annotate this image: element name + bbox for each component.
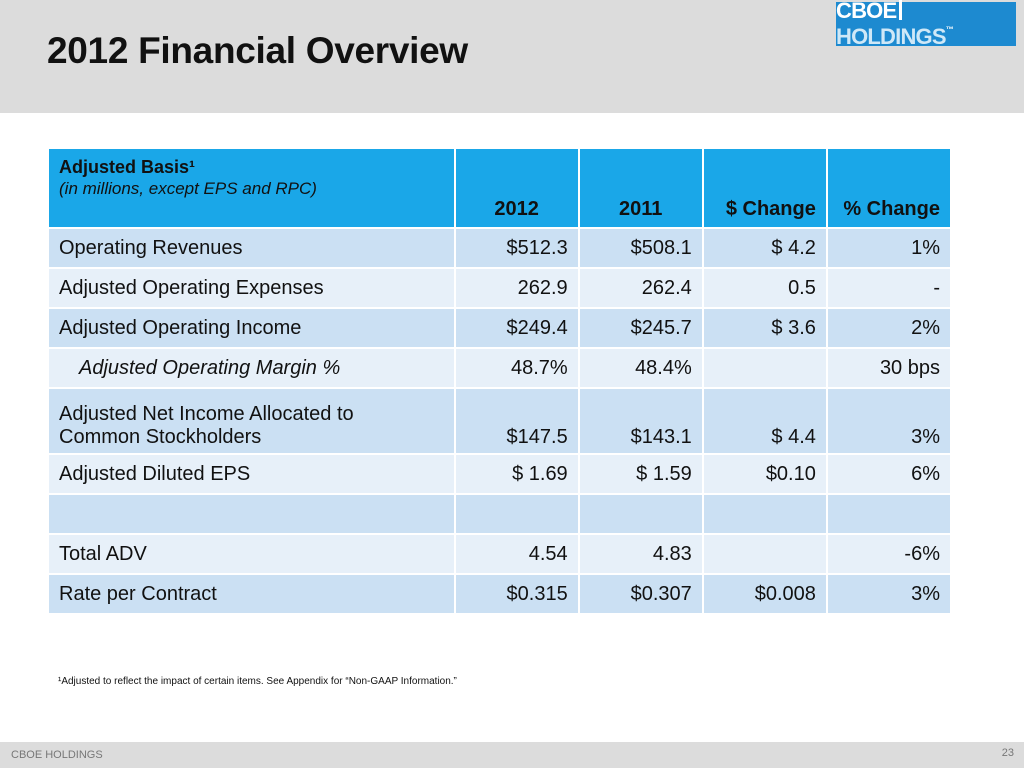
row-label: Adjusted Operating Income bbox=[47, 307, 456, 349]
cell-2012: $249.4 bbox=[453, 307, 580, 349]
header-label-sub: (in millions, except EPS and RPC) bbox=[59, 179, 317, 198]
cell-percent-change: 3% bbox=[825, 387, 953, 455]
cell-percent-change: 30 bps bbox=[825, 347, 953, 389]
footnote: ¹Adjusted to reflect the impact of certa… bbox=[58, 676, 457, 687]
cell-dollar-change: $ 3.6 bbox=[701, 307, 828, 349]
logo-text-holdings: HOLDINGS bbox=[836, 24, 947, 49]
cell-percent-change: 6% bbox=[825, 453, 953, 495]
cell-percent-change: 2% bbox=[825, 307, 953, 349]
cell-2011: $508.1 bbox=[577, 227, 704, 269]
logo-text-cboe: CBOE bbox=[836, 0, 897, 23]
table-row: Adjusted Operating Expenses 262.9 262.4 … bbox=[47, 267, 953, 309]
cell-2012: 4.54 bbox=[453, 533, 580, 575]
financial-overview-table: Adjusted Basis¹ (in millions, except EPS… bbox=[47, 147, 953, 615]
cell-2011: $ 1.59 bbox=[577, 453, 704, 495]
header-col-dollar-change: $ Change bbox=[701, 147, 828, 229]
cell-2012: $512.3 bbox=[453, 227, 580, 269]
table-row: Adjusted Diluted EPS $ 1.69 $ 1.59 $0.10… bbox=[47, 453, 953, 495]
header-col-2011: 2011 bbox=[577, 147, 704, 229]
cell-dollar-change: $ 4.2 bbox=[701, 227, 828, 269]
cell-2011 bbox=[577, 493, 704, 535]
cell-dollar-change: 0.5 bbox=[701, 267, 828, 309]
cell-2011: $245.7 bbox=[577, 307, 704, 349]
table-row-spacer bbox=[47, 493, 953, 535]
cell-2012: $147.5 bbox=[453, 387, 580, 455]
header-col-2012: 2012 bbox=[453, 147, 580, 229]
cell-2011: 48.4% bbox=[577, 347, 704, 389]
header-label-main: Adjusted Basis¹ bbox=[59, 157, 196, 177]
row-label: Adjusted Operating Margin % bbox=[47, 347, 456, 389]
row-label-line1: Adjusted Net Income Allocated to bbox=[59, 403, 354, 425]
header-label-cell: Adjusted Basis¹ (in millions, except EPS… bbox=[47, 147, 456, 229]
cell-2011: 4.83 bbox=[577, 533, 704, 575]
footer-company-name: CBOE HOLDINGS bbox=[11, 749, 103, 761]
cell-percent-change bbox=[825, 493, 953, 535]
cell-2012: $0.315 bbox=[453, 573, 580, 615]
cell-dollar-change: $ 4.4 bbox=[701, 387, 828, 455]
row-label: Adjusted Diluted EPS bbox=[47, 453, 456, 495]
cell-percent-change: 1% bbox=[825, 227, 953, 269]
row-label: Rate per Contract bbox=[47, 573, 456, 615]
row-label-line2: Common Stockholders bbox=[59, 426, 262, 448]
cell-2012 bbox=[453, 493, 580, 535]
row-label: Adjusted Operating Expenses bbox=[47, 267, 456, 309]
table-row: Total ADV 4.54 4.83 -6% bbox=[47, 533, 953, 575]
cell-2011: $143.1 bbox=[577, 387, 704, 455]
page-number: 23 bbox=[1001, 747, 1014, 759]
cell-dollar-change: $0.008 bbox=[701, 573, 828, 615]
row-label: Adjusted Net Income Allocated to Common … bbox=[47, 387, 456, 455]
cell-2012: $ 1.69 bbox=[453, 453, 580, 495]
row-label bbox=[47, 493, 456, 535]
table-row: Adjusted Operating Income $249.4 $245.7 … bbox=[47, 307, 953, 349]
cell-dollar-change bbox=[701, 533, 828, 575]
row-label: Total ADV bbox=[47, 533, 456, 575]
header-col-percent-change: % Change bbox=[825, 147, 953, 229]
cell-percent-change: 3% bbox=[825, 573, 953, 615]
cell-percent-change: - bbox=[825, 267, 953, 309]
cell-dollar-change bbox=[701, 347, 828, 389]
table-row: Rate per Contract $0.315 $0.307 $0.008 3… bbox=[47, 573, 953, 615]
cell-2011: $0.307 bbox=[577, 573, 704, 615]
cell-dollar-change: $0.10 bbox=[701, 453, 828, 495]
table-header-row: Adjusted Basis¹ (in millions, except EPS… bbox=[47, 147, 953, 229]
cell-dollar-change bbox=[701, 493, 828, 535]
cell-2011: 262.4 bbox=[577, 267, 704, 309]
cell-2012: 48.7% bbox=[453, 347, 580, 389]
slide-title: 2012 Financial Overview bbox=[47, 30, 468, 71]
cell-percent-change: -6% bbox=[825, 533, 953, 575]
row-label: Operating Revenues bbox=[47, 227, 456, 269]
table-row: Adjusted Operating Margin % 48.7% 48.4% … bbox=[47, 347, 953, 389]
slide-footer: CBOE HOLDINGS 23 bbox=[0, 742, 1024, 768]
cboe-holdings-logo: CBOEHOLDINGS™ bbox=[836, 0, 1016, 49]
table-row: Adjusted Net Income Allocated to Common … bbox=[47, 387, 953, 455]
cell-2012: 262.9 bbox=[453, 267, 580, 309]
logo-trademark: ™ bbox=[945, 25, 954, 34]
table-row: Operating Revenues $512.3 $508.1 $ 4.2 1… bbox=[47, 227, 953, 269]
slide-header: 2012 Financial Overview CBOEHOLDINGS™ bbox=[0, 0, 1024, 113]
